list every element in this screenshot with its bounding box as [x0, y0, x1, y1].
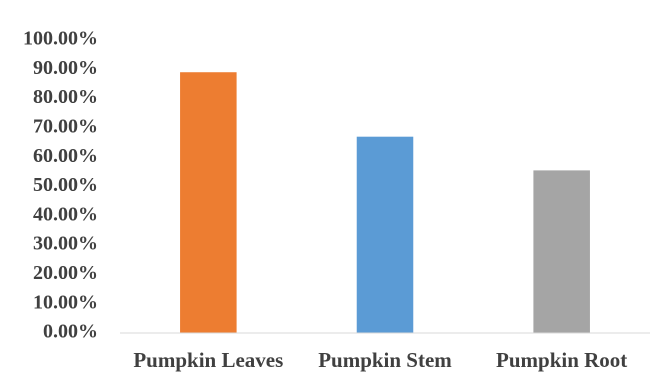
y-tick-label: 90.00%: [33, 57, 98, 79]
y-tick-label: 60.00%: [33, 145, 98, 167]
bar-pumpkin-leaves: [180, 72, 237, 333]
x-category-label: Pumpkin Stem: [318, 348, 452, 372]
y-tick-label: 10.00%: [33, 291, 98, 313]
y-tick-label: 80.00%: [33, 86, 98, 108]
bars: [180, 72, 590, 333]
y-axis: 0.00% 10.00% 20.00% 30.00% 40.00% 50.00% 60.00…: [23, 28, 98, 343]
y-tick-label: 20.00%: [33, 262, 98, 284]
y-tick-label: 30.00%: [33, 233, 98, 255]
y-tick-label: 40.00%: [33, 203, 98, 225]
y-tick-label: 50.00%: [33, 174, 98, 196]
bar-pumpkin-root: [533, 170, 590, 333]
y-tick-label: 70.00%: [33, 115, 98, 137]
x-category-label: Pumpkin Leaves: [133, 348, 283, 372]
y-tick-label: 0.00%: [43, 321, 98, 343]
x-axis: Pumpkin Leaves Pumpkin Stem Pumpkin Root: [133, 348, 627, 372]
y-tick-label: 100.00%: [23, 28, 98, 50]
bar-pumpkin-stem: [356, 136, 414, 333]
x-category-label: Pumpkin Root: [496, 348, 627, 372]
